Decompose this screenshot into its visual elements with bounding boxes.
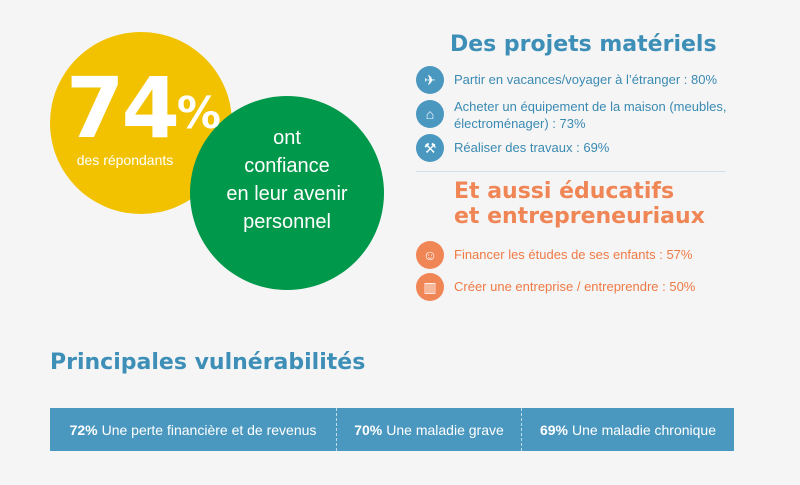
educatifs-title-line: Et aussi éducatifs [454,179,675,204]
factory-icon: ▥ [416,273,444,301]
projets-materiels-title: Des projets matériels [450,32,717,57]
vulnerabilite-separator [521,408,522,451]
vulnerabilite-pct: 69% [539,421,569,438]
educatifs-title: Et aussi éducatifs et entrepreneuriaux [454,179,705,229]
vulnerabilite-item: 70% Une maladie grave [337,408,521,451]
vulnerabilite-label: Une perte financière et de revenus [101,421,317,438]
vulnerabilite-separator [336,408,337,451]
respondents-label: des répondants [76,152,174,168]
confidence-line: en leur avenir [226,183,348,205]
vulnerabilites-title: Principales vulnérabilités [50,350,366,375]
green-circle [190,96,384,290]
projet-item-text: Réaliser des travaux : 69% [454,140,610,155]
confidence-text: ont confiance en leur avenir personnel [190,124,384,236]
headline-percentage: 74% [66,59,221,157]
section-divider [416,171,726,172]
projet-item-equipment: ⌂ Acheter un équipement de la maison (me… [416,98,736,132]
vulnerabilite-item: 69% Une maladie chronique [522,408,734,451]
aussi-item-studies: ☺ Financer les études de ses enfants : 5… [416,241,692,269]
hammer-icon: ⚒ [416,134,444,162]
vulnerabilite-label: Une maladie grave [386,421,504,438]
vulnerabilite-item: 72% Une perte financière et de revenus [50,408,336,451]
vulnerabilite-pct: 72% [69,421,98,438]
vulnerabilites-bar: 72% Une perte financière et de revenus 7… [50,408,734,451]
vulnerabilite-pct: 70% [354,421,383,438]
aussi-item-text: Financer les études de ses enfants : 57% [454,247,693,262]
airplane-icon: ✈ [416,66,444,94]
vulnerabilite-label: Une maladie chronique [572,421,716,438]
confidence-line: confiance [244,155,330,177]
projet-item-text: Partir en vacances/voyager à l’étranger … [454,72,718,87]
aussi-item-text: Créer une entreprise / entreprendre : 50… [454,279,696,294]
confidence-line: personnel [243,211,331,233]
house-icon: ⌂ [416,100,444,128]
graduate-icon: ☺ [416,241,444,269]
projet-item-text: Acheter un équipement de la maison (meub… [454,99,727,131]
confidence-line: ont [273,127,301,149]
educatifs-title-line: et entrepreneuriaux [454,204,705,229]
projet-item-works: ⚒ Réaliser des travaux : 69% [416,134,609,162]
projet-item-travel: ✈ Partir en vacances/voyager à l’étrange… [416,66,717,94]
aussi-item-business: ▥ Créer une entreprise / entreprendre : … [416,273,695,301]
